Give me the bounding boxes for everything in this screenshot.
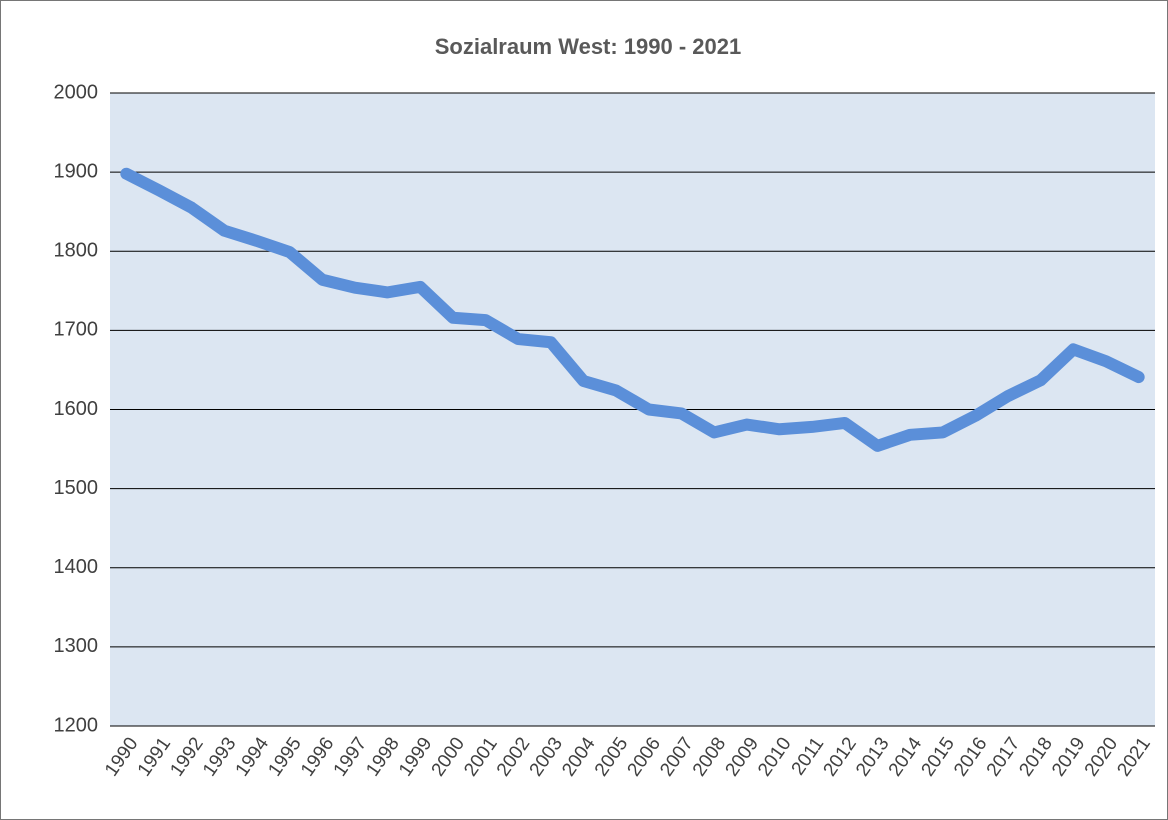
y-tick-label: 1500	[54, 477, 99, 499]
y-tick-label: 1300	[54, 635, 99, 657]
y-tick-label: 2000	[54, 81, 99, 103]
y-tick-label: 1700	[54, 319, 99, 341]
y-tick-label: 1600	[54, 398, 99, 420]
y-tick-label: 1400	[54, 556, 99, 578]
chart-title: Sozialraum West: 1990 - 2021	[435, 34, 742, 59]
data-line	[120, 167, 1145, 452]
y-tick-label: 1900	[54, 160, 99, 182]
y-tick-label: 1800	[54, 240, 99, 262]
y-tick-label: 1200	[54, 714, 99, 736]
